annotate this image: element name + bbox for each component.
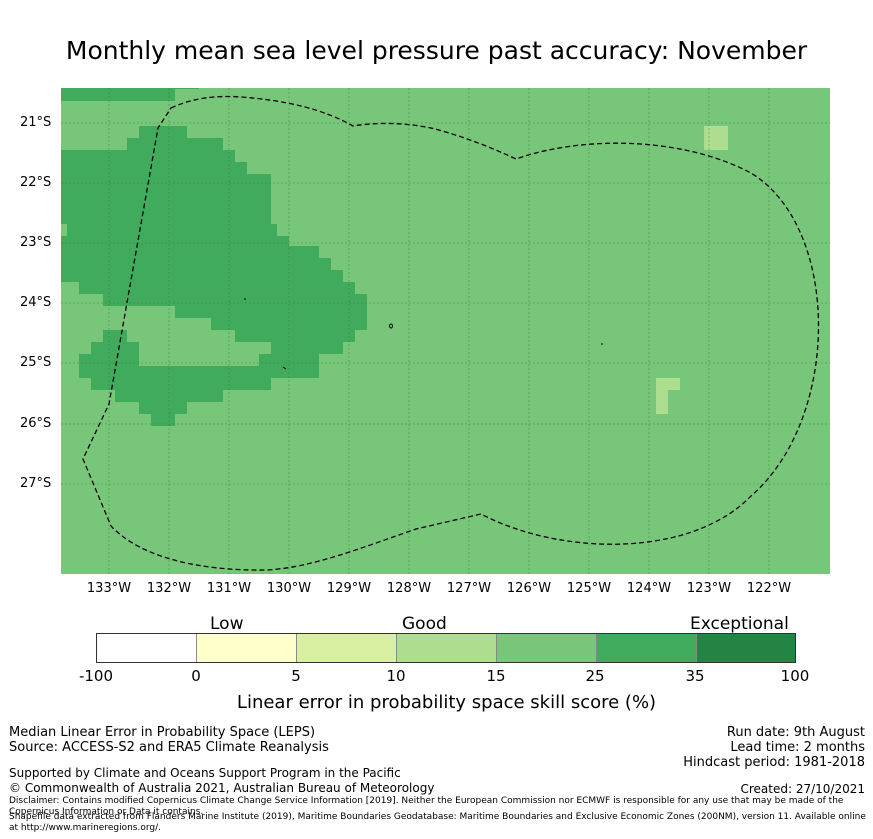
lat-label: 24°S — [20, 295, 52, 310]
lat-label: 27°S — [20, 476, 52, 491]
lon-label: 127°W — [446, 581, 492, 596]
colorbar-tick: -100 — [78, 667, 114, 685]
colorbar-tick: 25 — [585, 667, 605, 685]
colorbar-category-exceptional: Exceptional — [690, 614, 789, 634]
shapefile-credit: Shapefile data extracted from Flanders M… — [9, 812, 866, 833]
colorbar-swatch — [397, 634, 497, 662]
colorbar-swatch — [297, 634, 397, 662]
lon-label: 124°W — [626, 581, 672, 596]
colorbar-tick: 0 — [191, 667, 201, 685]
hindcast-period: Hindcast period: 1981-2018 — [683, 755, 865, 770]
colorbar-tick: 35 — [685, 667, 705, 685]
lat-label: 23°S — [20, 235, 52, 250]
lat-label: 21°S — [20, 115, 52, 130]
lon-label: 131°W — [206, 581, 252, 596]
gridlines — [61, 88, 830, 574]
lat-label: 26°S — [20, 416, 52, 431]
colorbar-tick: 15 — [486, 667, 506, 685]
lead-time: Lead time: 2 months — [730, 740, 865, 755]
lat-label: 25°S — [20, 355, 52, 370]
colorbar-label: Linear error in probability space skill … — [236, 692, 657, 713]
lon-label: 125°W — [566, 581, 612, 596]
lon-label: 123°W — [686, 581, 732, 596]
islands — [244, 298, 603, 370]
run-date: Run date: 9th August — [726, 725, 865, 740]
colorbar-tick: 5 — [291, 667, 301, 685]
colorbar-tick: 100 — [780, 667, 810, 685]
colorbar-category-low: Low — [210, 614, 244, 634]
lon-label: 128°W — [386, 581, 432, 596]
footer-support: Supported by Climate and Oceans Support … — [9, 766, 401, 780]
lat-label: 22°S — [20, 175, 52, 190]
colorbar-category-good: Good — [402, 614, 447, 634]
colorbar — [96, 633, 796, 663]
lon-label: 126°W — [506, 581, 552, 596]
colorbar-swatch — [497, 634, 597, 662]
lon-label: 129°W — [326, 581, 372, 596]
footer-source: Source: ACCESS-S2 and ERA5 Climate Reana… — [9, 740, 329, 755]
skill-map — [61, 88, 830, 574]
colorbar-swatch — [597, 634, 697, 662]
lon-label: 122°W — [746, 581, 792, 596]
footer-method: Median Linear Error in Probability Space… — [9, 725, 316, 740]
created-date: Created: 27/10/2021 — [740, 782, 865, 796]
colorbar-swatch — [197, 634, 297, 662]
lon-label: 132°W — [146, 581, 192, 596]
colorbar-tick: 10 — [386, 667, 406, 685]
lon-label: 130°W — [266, 581, 312, 596]
skill-region-10-15 — [656, 126, 728, 414]
lon-label: 133°W — [86, 581, 132, 596]
eez-boundary — [82, 95, 819, 571]
colorbar-swatch — [97, 634, 197, 662]
chart-title: Monthly mean sea level pressure past acc… — [65, 36, 808, 65]
footer-copyright: © Commonwealth of Australia 2021, Austra… — [9, 781, 435, 795]
disclaimer-text: Disclaimer: Contains modified Copernicus… — [9, 796, 844, 817]
colorbar-swatch — [697, 634, 795, 662]
